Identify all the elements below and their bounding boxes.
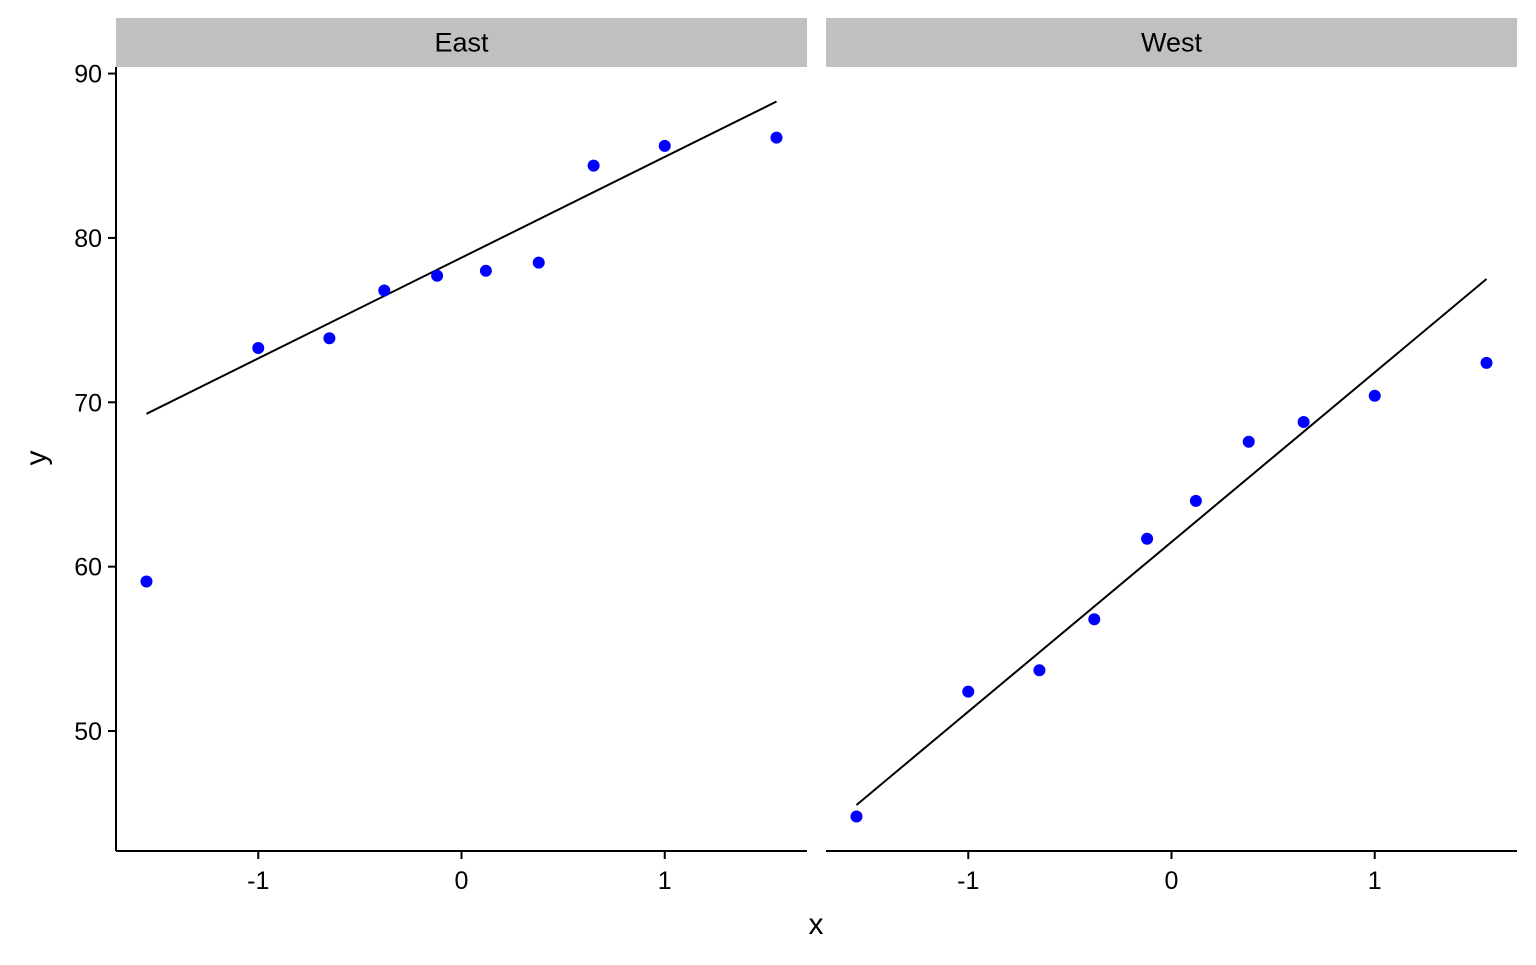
- y-tick-label: 70: [74, 389, 102, 417]
- panel-west-strip-label: West: [1141, 28, 1203, 58]
- panel-east-fit-line: [146, 100, 777, 415]
- x-axis-title: x: [809, 908, 824, 941]
- y-tick-label: 90: [74, 61, 102, 89]
- panel-west-x-tick-label: 0: [1165, 867, 1179, 895]
- panel-west-data-point: [1033, 664, 1046, 677]
- panel-west-data-point: [1297, 416, 1310, 429]
- y-axis-title: y: [20, 451, 53, 466]
- panel-west-data-point: [1088, 613, 1101, 626]
- panel-east-x-tick-label: 1: [658, 867, 672, 895]
- panel-east-data-point: [323, 332, 336, 345]
- panel-west-data-point: [1141, 532, 1154, 545]
- panel-east-data-point: [770, 131, 783, 144]
- panel-west-data-point: [1480, 356, 1493, 369]
- panel-east-data-point: [252, 342, 265, 355]
- panel-west-data-point: [850, 810, 863, 823]
- panel-west-data-point: [962, 685, 975, 698]
- panel-east-strip-label: East: [434, 28, 489, 58]
- y-tick-label: 60: [74, 554, 102, 582]
- panel-east-data-point: [140, 575, 153, 588]
- panel-west-strip: [826, 18, 1517, 67]
- panel-east-data-point: [479, 264, 492, 277]
- y-tick-label: 80: [74, 225, 102, 253]
- panel-east-strip: [116, 18, 807, 67]
- panel-west-data-point: [1242, 435, 1255, 448]
- panel-east-data-point: [532, 256, 545, 269]
- panel-east-x-tick-label: 0: [455, 867, 469, 895]
- panel-east-data-point: [658, 139, 671, 152]
- panel-west-data-point: [1368, 389, 1381, 402]
- panel-west-x-tick-label: 1: [1368, 867, 1382, 895]
- panel-east-data-point: [378, 284, 391, 297]
- y-tick-label: 50: [74, 718, 102, 746]
- panel-west-data-point: [1189, 494, 1202, 507]
- panel-east-x-tick-label: -1: [247, 867, 269, 895]
- panel-east-data-point: [587, 159, 600, 172]
- panel-west-x-tick-label: -1: [957, 867, 979, 895]
- panel-east-data-point: [431, 269, 444, 282]
- panel-west-fit-line: [855, 278, 1488, 806]
